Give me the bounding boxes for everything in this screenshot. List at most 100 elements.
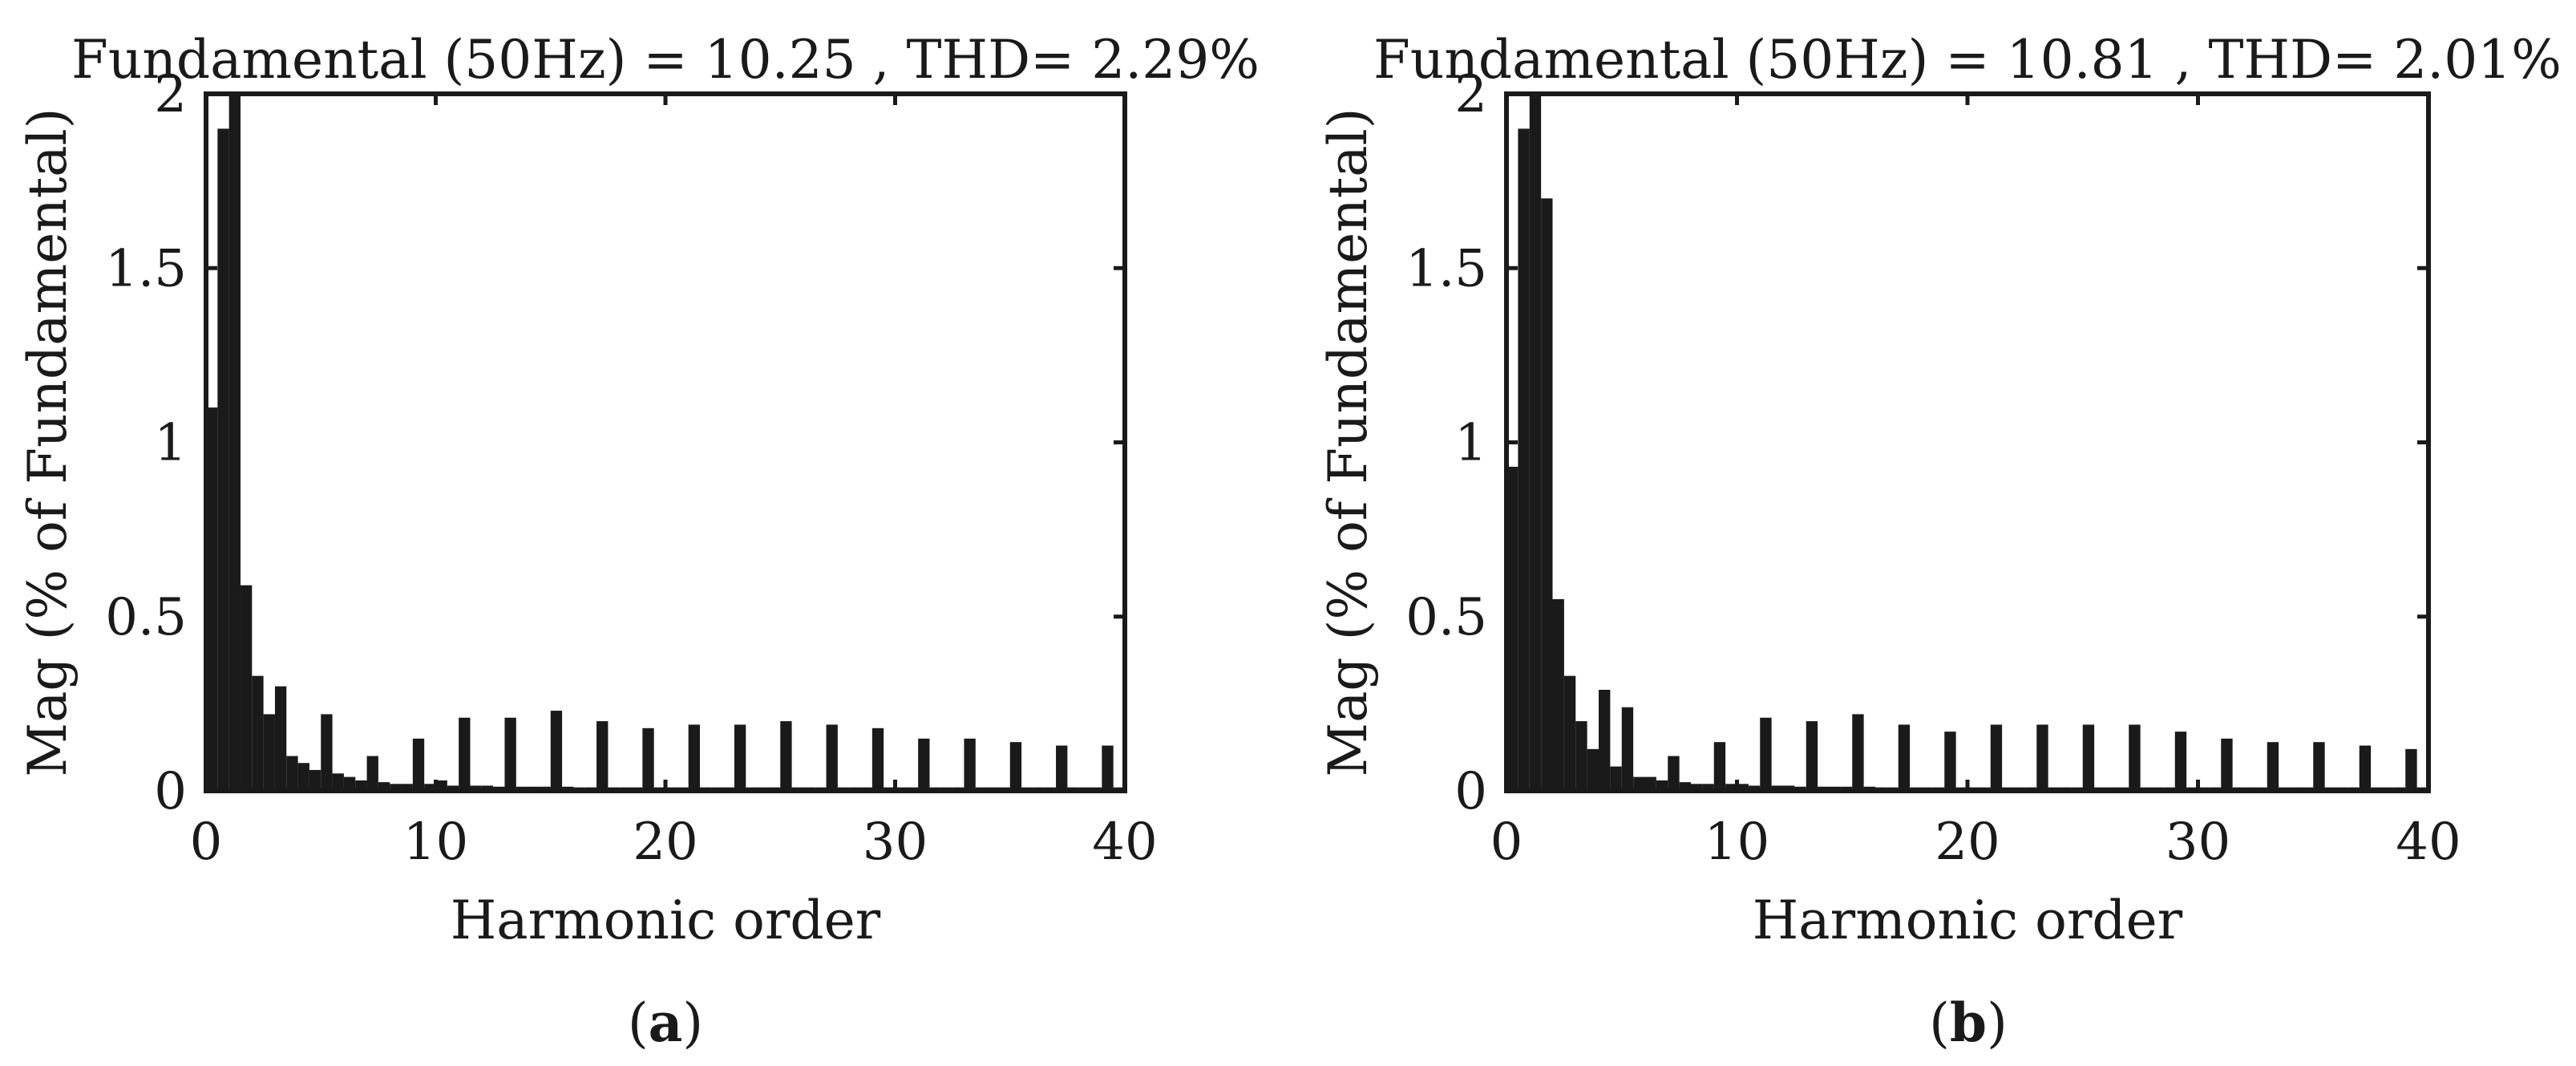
x-axis-label: Harmonic order bbox=[1753, 890, 2183, 951]
bar bbox=[1610, 766, 1622, 791]
bar bbox=[1725, 784, 1737, 791]
bar bbox=[1009, 742, 1022, 791]
bar bbox=[309, 769, 321, 791]
y-tick-label: 1 bbox=[1454, 414, 1487, 473]
x-tick-label: 10 bbox=[1705, 813, 1769, 872]
bar bbox=[871, 728, 884, 791]
bar bbox=[2174, 732, 2187, 791]
bar bbox=[918, 738, 930, 791]
y-axis-label: Mag (% of Fundamental) bbox=[17, 107, 79, 776]
bar bbox=[1599, 690, 1611, 791]
bar bbox=[274, 686, 287, 791]
bar bbox=[343, 776, 356, 791]
bar bbox=[780, 721, 792, 791]
bar bbox=[1737, 784, 1749, 791]
y-tick-label: 1.5 bbox=[1405, 239, 1487, 298]
bar bbox=[1656, 780, 1668, 791]
bar bbox=[263, 714, 275, 791]
bar bbox=[2359, 745, 2372, 791]
bar bbox=[1552, 599, 1564, 791]
bar bbox=[504, 717, 516, 791]
bar bbox=[217, 128, 229, 791]
bar bbox=[1518, 128, 1530, 791]
bar bbox=[826, 724, 838, 791]
bar bbox=[1102, 745, 1114, 791]
bar bbox=[424, 784, 436, 791]
bar bbox=[286, 756, 298, 791]
bar bbox=[1644, 776, 1656, 791]
bar bbox=[2221, 738, 2233, 791]
bar bbox=[1760, 717, 1772, 791]
bar bbox=[2036, 724, 2048, 791]
bar bbox=[1771, 785, 1784, 791]
bar bbox=[2129, 724, 2141, 791]
panel-label-letter: a bbox=[649, 991, 683, 1054]
bar bbox=[1679, 782, 1692, 791]
bar bbox=[964, 738, 976, 791]
x-tick-label: 20 bbox=[1935, 813, 2000, 872]
bar bbox=[447, 785, 459, 791]
bar bbox=[1944, 732, 1956, 791]
bar bbox=[1748, 785, 1761, 791]
x-tick-label: 0 bbox=[190, 813, 223, 872]
bar bbox=[1898, 724, 1911, 791]
x-tick-label: 40 bbox=[2396, 813, 2461, 872]
y-tick-label: 1.5 bbox=[105, 239, 187, 298]
bar bbox=[470, 785, 482, 791]
axes-box bbox=[204, 91, 1127, 793]
x-axis-label: Harmonic order bbox=[451, 890, 881, 951]
bar bbox=[1713, 742, 1726, 791]
bar bbox=[1852, 714, 1864, 791]
bar bbox=[1529, 94, 1542, 791]
bar bbox=[355, 780, 367, 791]
x-tick-label: 0 bbox=[1490, 813, 1523, 872]
bar bbox=[2405, 748, 2417, 791]
bar bbox=[366, 756, 378, 791]
bar bbox=[2313, 742, 2325, 791]
bar bbox=[550, 711, 563, 791]
bar bbox=[412, 738, 425, 791]
bar bbox=[642, 728, 654, 791]
axes-box bbox=[1504, 91, 2431, 793]
bar bbox=[688, 724, 700, 791]
bar bbox=[297, 763, 309, 791]
chart-title: Fundamental (50Hz) = 10.81 , THD= 2.01% bbox=[1373, 29, 2562, 91]
panel-label-open-paren: ( bbox=[628, 992, 649, 1054]
bar bbox=[390, 784, 402, 791]
y-tick-label: 0.5 bbox=[105, 588, 187, 647]
x-tick-label: 10 bbox=[403, 813, 468, 872]
bar bbox=[459, 717, 471, 791]
bar bbox=[206, 407, 218, 791]
y-tick-label: 1 bbox=[154, 414, 187, 473]
bar bbox=[240, 585, 253, 791]
bar bbox=[481, 785, 494, 791]
y-tick-label: 0 bbox=[154, 762, 187, 821]
bar bbox=[1783, 785, 1795, 791]
y-tick-label: 2 bbox=[154, 65, 187, 124]
x-tick-label: 30 bbox=[2166, 813, 2230, 872]
bar-series bbox=[1506, 94, 2428, 791]
bar bbox=[321, 714, 333, 791]
panel-label: (b) bbox=[1929, 991, 2008, 1054]
panel-label: (a) bbox=[628, 991, 703, 1054]
bar bbox=[1587, 748, 1599, 791]
chart-title: Fundamental (50Hz) = 10.25 , THD= 2.29% bbox=[71, 29, 1260, 91]
bar bbox=[1633, 776, 1645, 791]
bar bbox=[2267, 742, 2279, 791]
bar bbox=[2082, 724, 2095, 791]
bar bbox=[1621, 707, 1634, 791]
bar bbox=[1806, 721, 1818, 791]
bar bbox=[378, 782, 390, 791]
panel-label-close-paren: ) bbox=[1987, 992, 2008, 1054]
panel-label-open-paren: ( bbox=[1929, 992, 1950, 1054]
y-tick-label: 0 bbox=[1454, 762, 1487, 821]
bar bbox=[228, 94, 241, 791]
y-tick-label: 0.5 bbox=[1405, 588, 1487, 647]
x-tick-label: 20 bbox=[633, 813, 698, 872]
bar bbox=[1506, 466, 1519, 791]
bar bbox=[1575, 721, 1587, 791]
y-tick-label: 2 bbox=[1454, 65, 1487, 124]
bar bbox=[734, 724, 746, 791]
